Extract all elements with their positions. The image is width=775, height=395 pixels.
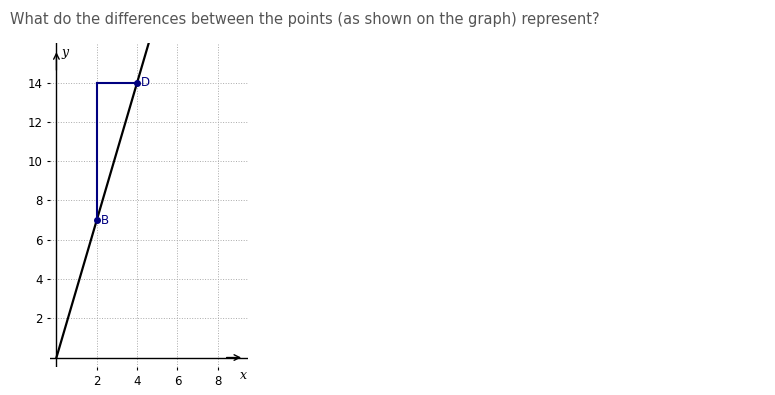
Text: x: x (240, 369, 247, 382)
Text: y: y (61, 46, 69, 59)
Text: D: D (141, 76, 150, 89)
Text: B: B (101, 214, 108, 227)
Text: What do the differences between the points (as shown on the graph) represent?: What do the differences between the poin… (10, 12, 600, 27)
